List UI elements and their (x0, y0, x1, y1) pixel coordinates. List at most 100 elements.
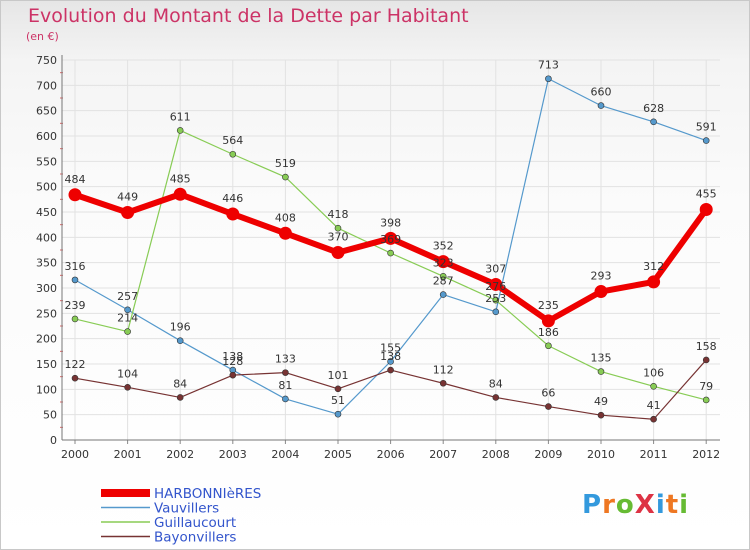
data-label: 660 (591, 86, 612, 99)
y-tick-label: 400 (36, 231, 57, 244)
x-tick-label: 2010 (587, 448, 615, 461)
logo-letter: r (602, 490, 616, 520)
data-point (597, 368, 605, 375)
data-label: 287 (433, 275, 454, 288)
axes: 0 50 100 150 200 250 300 350 400 450 500 550 600 650 7… (36, 54, 720, 461)
logo-letter: o (615, 490, 635, 520)
data-label: 186 (538, 326, 559, 339)
data-label: 49 (594, 395, 608, 408)
data-label: 133 (275, 353, 296, 366)
data-label: 239 (65, 299, 86, 312)
chart-title: Evolution du Montant de la Dette par Hab… (28, 5, 469, 27)
y-tick-label: 550 (36, 155, 57, 168)
data-label: 316 (65, 260, 86, 273)
data-point (699, 202, 713, 216)
data-label: 307 (485, 262, 506, 275)
data-label: 81 (278, 379, 292, 392)
data-point (71, 276, 79, 284)
y-tick-label: 350 (36, 257, 57, 270)
data-point (229, 150, 237, 158)
y-tick-label: 300 (36, 282, 57, 295)
legend: HARBONNIèRESVauvillersGuillaucourtBayonv… (101, 486, 261, 546)
data-point (489, 277, 503, 291)
data-label: 138 (380, 350, 401, 363)
proxiti-logo: ProXiti (582, 490, 689, 520)
data-label: 106 (643, 366, 664, 379)
data-label: 485 (170, 172, 191, 185)
data-label: 408 (275, 211, 296, 224)
x-tick-label: 2000 (61, 448, 89, 461)
data-label: 369 (380, 233, 401, 246)
data-point (124, 384, 131, 391)
y-tick-label: 700 (36, 79, 57, 92)
data-label: 128 (222, 355, 243, 368)
y-tick-label: 750 (36, 54, 57, 67)
chart-subtitle: (en €) (26, 30, 59, 43)
data-point (545, 75, 552, 83)
data-point (173, 187, 187, 201)
data-point (702, 396, 710, 404)
data-labels: 316 257 196 138 81 51 155 287 253 713 660 628 591 239… (65, 59, 717, 412)
y-tick-label: 600 (36, 130, 57, 143)
data-label: 196 (170, 321, 191, 334)
data-label: 41 (647, 399, 661, 412)
data-point (387, 249, 394, 257)
data-label: 66 (541, 387, 555, 400)
logo-letter: P (582, 490, 603, 520)
data-label: 79 (699, 380, 713, 393)
data-point (282, 395, 289, 403)
data-point (334, 410, 342, 418)
y-tick-label: 150 (36, 358, 57, 371)
legend-label: Guillaucourt (154, 515, 236, 531)
data-label: 257 (117, 290, 138, 303)
data-label: 104 (117, 367, 138, 380)
data-label: 398 (380, 216, 401, 229)
data-point (124, 306, 131, 314)
data-label: 519 (275, 157, 296, 170)
data-label: 418 (328, 208, 349, 221)
y-tick-label: 0 (50, 434, 57, 447)
data-label: 235 (538, 299, 559, 312)
data-point (68, 188, 82, 202)
logo-letter: X (634, 490, 656, 520)
legend-label: HARBONNIèRES (154, 486, 261, 502)
data-point (439, 273, 447, 280)
data-point (650, 118, 657, 126)
data-point (492, 394, 500, 401)
data-label: 158 (696, 340, 717, 353)
logo-letter: i (679, 490, 690, 520)
data-label: 713 (538, 59, 559, 72)
data-point (492, 296, 500, 304)
data-point (176, 394, 184, 401)
data-point (124, 328, 131, 335)
data-point (545, 403, 552, 410)
data-label: 84 (173, 377, 187, 390)
data-label: 138 (222, 350, 243, 363)
data-label: 155 (380, 341, 401, 354)
data-label: 446 (222, 192, 243, 205)
data-label: 455 (696, 187, 717, 200)
data-point (176, 127, 184, 134)
data-point (597, 411, 605, 419)
data-label: 293 (591, 270, 612, 283)
x-tick-label: 2006 (377, 448, 405, 461)
data-label: 135 (591, 352, 612, 365)
data-label: 449 (117, 191, 138, 204)
data-point (331, 246, 345, 260)
data-point (176, 337, 184, 344)
data-point (492, 308, 500, 316)
x-tick-label: 2003 (219, 448, 247, 461)
data-label: 253 (485, 292, 506, 305)
data-point (71, 315, 79, 323)
x-tick-label: 2011 (640, 448, 668, 461)
data-point (71, 374, 79, 382)
data-label: 352 (433, 240, 454, 253)
x-tick-label: 2004 (271, 448, 299, 461)
y-tick-label: 200 (36, 333, 57, 346)
data-point (650, 382, 657, 390)
data-label: 312 (643, 260, 664, 273)
data-point (436, 255, 450, 269)
data-point (439, 379, 447, 387)
